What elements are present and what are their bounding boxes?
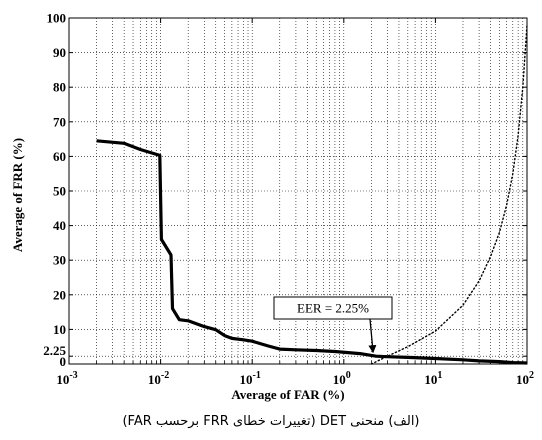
- y-tick-label: 80: [53, 80, 66, 95]
- eer-arrow: [368, 318, 377, 354]
- y-tick-label: 40: [53, 218, 66, 233]
- y-tick-label: 30: [53, 253, 66, 268]
- eer-annotation-box: [273, 296, 393, 320]
- x-tick-label: 10-1: [240, 370, 261, 387]
- y-tick-label: 10: [53, 322, 66, 337]
- x-tick-label: 10-2: [148, 370, 169, 387]
- y-tick-label: 2.25: [43, 343, 66, 358]
- y-tick-label: 100: [47, 11, 67, 26]
- det-chart: 02.25 10 20 30 40 50 60 70 80 90 100 10-3 10-2 10-1 10…: [10, 11, 534, 403]
- det-curve-line: [96, 139, 528, 365]
- annotation-layer: EER = 2.25%: [273, 296, 393, 354]
- x-tick-label: 100: [333, 370, 351, 387]
- y-tick-label: 90: [53, 45, 66, 60]
- y-tick-label: 0: [60, 354, 67, 369]
- dotted-series-line: [370, 24, 528, 365]
- ticks-layer: 02.25 10 20 30 40 50 60 70 80 90 100 10-3 10-2 10-1 10…: [43, 11, 534, 388]
- figure-caption: (الف) منحنی DET (تغییرات خطای FRR برحسب …: [122, 414, 420, 429]
- x-axis-label: Average of FAR (%): [231, 387, 344, 402]
- eer-annotation-text: EER = 2.25%: [297, 301, 369, 316]
- y-tick-label: 60: [53, 149, 66, 164]
- x-tick-label: 101: [424, 370, 442, 387]
- y-tick-label: 20: [53, 287, 66, 302]
- y-axis-label: Average of FRR (%): [10, 138, 25, 252]
- x-tick-label: 102: [516, 370, 534, 387]
- series-layer: [96, 24, 528, 365]
- x-tick-label: 10-3: [56, 370, 77, 387]
- y-tick-label: 70: [53, 114, 66, 129]
- y-tick-label: 50: [53, 184, 66, 199]
